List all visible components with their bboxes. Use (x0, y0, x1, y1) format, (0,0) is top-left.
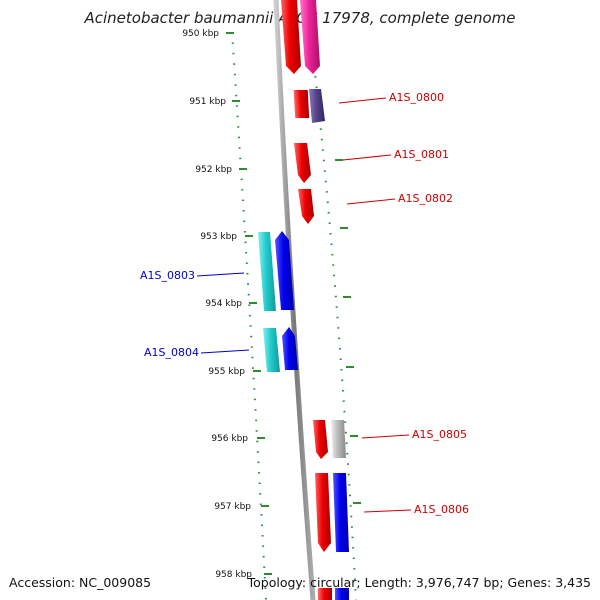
scale-labels: 950 kbp 951 kbp 952 kbp 953 kbp 954 kbp … (182, 29, 252, 580)
cds-forward-arrow (309, 89, 325, 123)
cds-forward-arrow (281, 0, 301, 74)
tick-label: 951 kbp (189, 97, 226, 107)
tick-label: 952 kbp (195, 165, 232, 175)
leader-line (346, 198, 396, 205)
gene-labels: A1S_0800 A1S_0801 A1S_0802 A1S_0803 A1S_… (140, 91, 469, 516)
cds-reverse-arrow (282, 327, 298, 370)
cds-forward-arrow (318, 588, 332, 600)
gene-label-a1s-0806: A1S_0806 (414, 503, 469, 516)
cds-forward-arrow (294, 143, 311, 183)
gene-label-a1s-0802: A1S_0802 (398, 192, 453, 205)
cds-reverse-arrow (263, 328, 280, 372)
leader-line (363, 509, 412, 513)
tick-label: 956 kbp (211, 434, 248, 444)
cds-forward-arrow (315, 473, 331, 552)
tick-label: 958 kbp (215, 570, 252, 580)
cds-forward-arrow (293, 90, 310, 118)
topology-text: Topology: circular; Length: 3,976,747 bp… (247, 575, 591, 590)
cds-forward-arrow (313, 420, 328, 459)
cds-reverse-arrow (275, 231, 294, 310)
tick-label: 957 kbp (214, 502, 251, 512)
gene-features (258, 0, 349, 600)
cds-forward-arrow (300, 0, 320, 74)
leader-line (342, 154, 392, 161)
tick-label: 950 kbp (182, 29, 219, 39)
cds-forward-arrow (331, 420, 346, 458)
tick-label: 953 kbp (200, 232, 237, 242)
leader-line (196, 272, 245, 277)
tick-label: 954 kbp (205, 299, 242, 309)
leader-line (338, 97, 387, 104)
accession-text: Accession: NC_009085 (9, 575, 151, 590)
leader-line (361, 434, 410, 439)
gene-label-a1s-0803: A1S_0803 (140, 269, 195, 282)
cds-reverse-arrow (335, 588, 349, 600)
cds-forward-arrow (298, 189, 314, 224)
label-leaders (196, 97, 412, 513)
leader-line (200, 349, 250, 354)
cds-reverse-arrow (333, 473, 349, 552)
scale-ticks (226, 32, 361, 575)
tick-label: 955 kbp (208, 367, 245, 377)
map-title: Acinetobacter baumannii ATCC 17978, comp… (83, 9, 515, 27)
cds-reverse-arrow (258, 232, 276, 311)
gene-label-a1s-0805: A1S_0805 (412, 428, 467, 441)
gene-label-a1s-0801: A1S_0801 (394, 148, 449, 161)
gene-label-a1s-0804: A1S_0804 (144, 346, 199, 359)
gene-label-a1s-0800: A1S_0800 (389, 91, 444, 104)
